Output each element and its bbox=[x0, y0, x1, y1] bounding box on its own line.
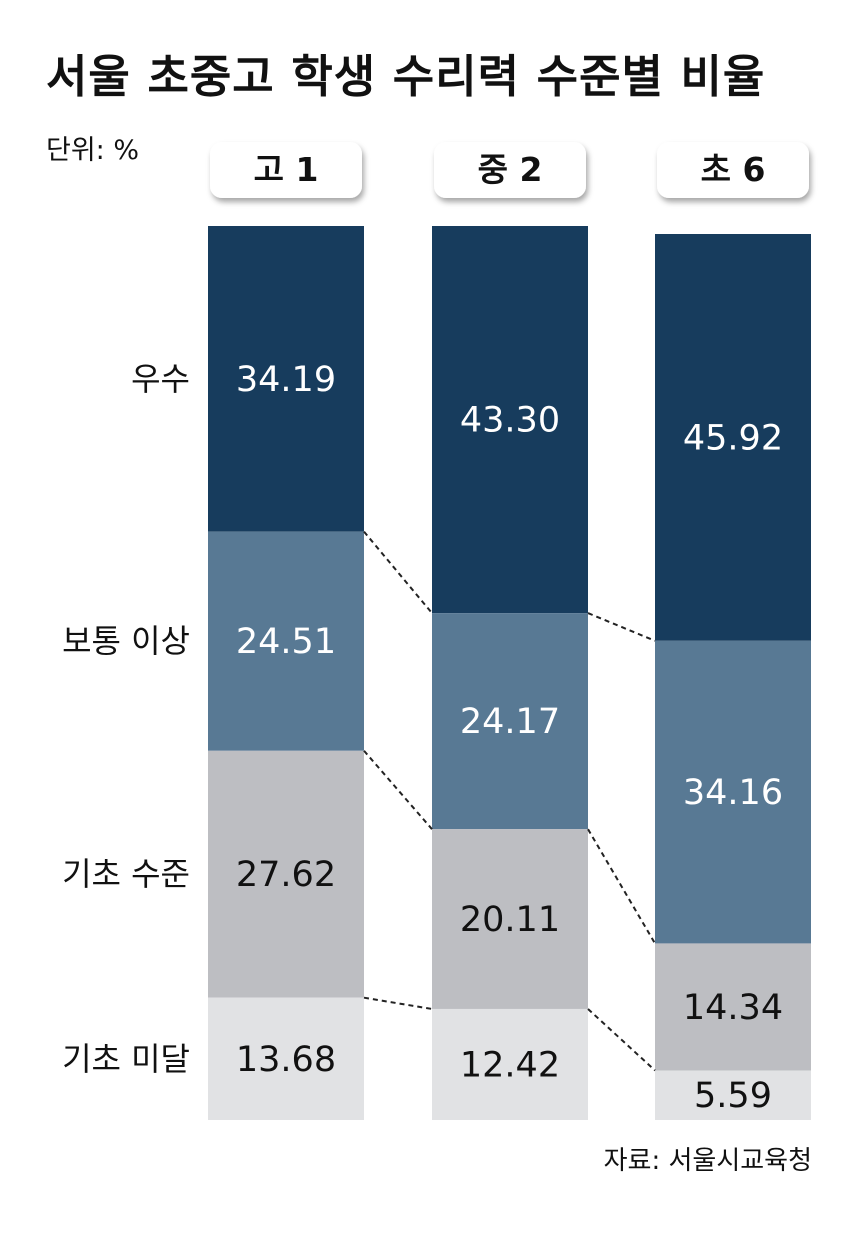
category-label: 고 1 bbox=[254, 150, 319, 189]
category-label: 초 6 bbox=[701, 150, 766, 189]
connector-line bbox=[363, 996, 433, 1010]
category-tab bbox=[210, 142, 362, 198]
connector-line bbox=[587, 828, 656, 944]
connector-line bbox=[587, 612, 656, 642]
data-label: 34.19 bbox=[236, 360, 336, 400]
bar-segment bbox=[655, 1070, 811, 1120]
source-note: 자료: 서울시교육청 bbox=[603, 1146, 812, 1176]
category-tab bbox=[434, 142, 586, 198]
bar-segment bbox=[208, 750, 364, 998]
bar-segment bbox=[655, 640, 811, 944]
legend-label: 보통 이상 bbox=[62, 622, 190, 660]
legend-label: 우수 bbox=[131, 360, 190, 398]
data-label: 43.30 bbox=[460, 401, 560, 441]
bar-segment bbox=[432, 829, 588, 1009]
connector-line bbox=[587, 1008, 656, 1072]
bar-segment bbox=[432, 613, 588, 830]
data-label: 34.16 bbox=[683, 773, 783, 813]
data-label: 24.17 bbox=[460, 702, 560, 742]
category-label: 중 2 bbox=[478, 150, 543, 189]
unit-label: 단위: % bbox=[46, 135, 140, 166]
data-label: 14.34 bbox=[683, 988, 783, 1028]
data-label: 13.68 bbox=[236, 1040, 336, 1080]
data-label: 12.42 bbox=[460, 1045, 560, 1085]
bar-segment bbox=[208, 226, 364, 532]
data-label: 45.92 bbox=[683, 418, 783, 458]
bar-segment bbox=[208, 997, 364, 1120]
data-label: 20.11 bbox=[460, 900, 560, 940]
bar-segment bbox=[432, 226, 588, 614]
legend-label: 기초 미달 bbox=[62, 1040, 190, 1078]
legend-label: 기초 수준 bbox=[62, 855, 190, 893]
bar-segment bbox=[208, 531, 364, 751]
data-label: 5.59 bbox=[694, 1076, 772, 1116]
chart-title: 서울 초중고 학생 수리력 수준별 비율 bbox=[46, 50, 766, 103]
data-label: 24.51 bbox=[236, 622, 336, 662]
data-label: 27.62 bbox=[236, 855, 336, 895]
connector-line bbox=[363, 750, 433, 830]
bar-segment bbox=[655, 234, 811, 641]
category-tab bbox=[657, 142, 809, 198]
bar-segment bbox=[432, 1008, 588, 1120]
bar-segment bbox=[655, 943, 811, 1071]
connector-line bbox=[363, 531, 433, 614]
